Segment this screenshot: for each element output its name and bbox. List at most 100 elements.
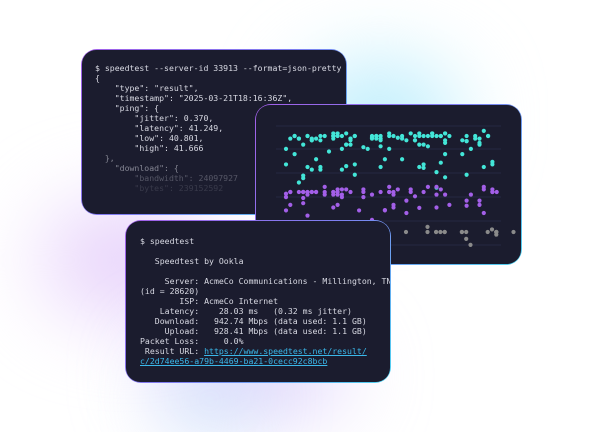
dot xyxy=(314,189,319,195)
result-url-label: Result URL: xyxy=(140,346,205,356)
dot xyxy=(477,142,482,147)
dot xyxy=(425,184,430,189)
json-line: "timestamp": "2025-03-21T18:16:36Z", xyxy=(95,93,293,103)
result-url-link-cont[interactable]: c/2d74ee56-a79b-4469-ba21-0cecc92c8bcb xyxy=(140,356,328,366)
dot xyxy=(408,187,413,192)
dot xyxy=(305,192,310,197)
dot xyxy=(438,229,443,235)
dot xyxy=(464,139,469,144)
dot xyxy=(490,159,495,164)
dot xyxy=(301,195,306,201)
dot xyxy=(288,189,293,195)
json-line: "type": "result", xyxy=(95,83,199,93)
dot xyxy=(481,210,486,216)
dot xyxy=(459,229,464,235)
dot xyxy=(443,138,448,143)
text-terminal: $ speedtest Speedtest by Ookla Server: A… xyxy=(126,221,390,382)
dot xyxy=(477,136,482,141)
dot xyxy=(421,142,426,147)
dot xyxy=(412,194,418,199)
dot xyxy=(331,205,336,210)
dot xyxy=(511,229,516,235)
dot xyxy=(400,157,405,162)
dot xyxy=(403,229,409,235)
dot xyxy=(417,205,422,210)
dot xyxy=(464,203,469,208)
dot xyxy=(395,187,400,192)
terminal-line: Download: 942.74 Mbps (data used: 1.1 GB… xyxy=(140,316,367,326)
dot xyxy=(361,145,366,150)
dot xyxy=(369,133,375,139)
dot xyxy=(344,142,349,147)
dot xyxy=(404,138,409,143)
dot xyxy=(421,133,426,139)
dot xyxy=(391,133,396,139)
json-line: "low": 40.801, xyxy=(95,133,204,143)
dot xyxy=(387,146,392,151)
dot xyxy=(283,195,289,200)
dot xyxy=(301,173,306,178)
json-line: "jitter": 0.370, xyxy=(95,113,214,123)
dot xyxy=(374,136,379,141)
dot xyxy=(434,133,439,139)
dot xyxy=(314,157,319,162)
dot xyxy=(447,202,452,207)
dot xyxy=(292,133,297,139)
dot xyxy=(292,152,297,157)
dot xyxy=(438,133,443,139)
terminal-line: Latency: 28.03 ms (0.32 ms jitter) xyxy=(140,306,352,316)
dot xyxy=(481,164,486,170)
dot xyxy=(404,198,409,203)
dot xyxy=(352,162,357,167)
dot xyxy=(417,164,422,170)
dot xyxy=(378,133,383,139)
dot xyxy=(296,136,301,141)
dot xyxy=(283,162,289,167)
terminal-line: Upload: 928.41 Mbps (data used: 1.1 GB) xyxy=(140,326,367,336)
dot xyxy=(348,189,353,195)
dot xyxy=(382,208,387,213)
dot xyxy=(481,128,486,133)
dot xyxy=(425,229,430,235)
dot xyxy=(318,133,323,139)
json-line: "bandwidth": 24097927 xyxy=(95,173,238,183)
dot xyxy=(473,136,478,141)
dot xyxy=(357,208,362,213)
dot xyxy=(460,152,465,157)
dot xyxy=(283,208,289,213)
cyan-glow-bottom xyxy=(170,380,250,420)
dot xyxy=(326,149,332,154)
dot xyxy=(339,187,344,192)
dot xyxy=(322,192,327,197)
dot xyxy=(301,142,306,147)
dot xyxy=(361,195,366,200)
dot xyxy=(331,192,336,197)
dot xyxy=(352,172,357,177)
dot xyxy=(361,187,366,192)
dot xyxy=(443,175,448,180)
dot xyxy=(378,138,383,143)
dot xyxy=(425,133,430,139)
result-url-link[interactable]: https://www.speedtest.net/result/ xyxy=(204,346,367,356)
dot xyxy=(305,133,310,139)
json-line: "ping": { xyxy=(95,103,160,113)
dot xyxy=(339,195,344,200)
dot xyxy=(378,189,383,195)
dot xyxy=(391,202,396,207)
dot xyxy=(395,135,400,140)
dot xyxy=(296,189,301,195)
dot xyxy=(309,167,314,172)
dot xyxy=(387,184,392,189)
dot xyxy=(417,131,422,136)
dot xyxy=(494,189,499,195)
dot xyxy=(477,198,482,203)
dot xyxy=(378,144,383,149)
dot xyxy=(283,146,289,151)
dot xyxy=(288,202,293,207)
dot xyxy=(339,133,344,139)
dot xyxy=(464,229,469,235)
dot xyxy=(365,146,370,151)
dot xyxy=(335,192,340,197)
dot xyxy=(442,229,447,235)
dot xyxy=(288,136,293,141)
